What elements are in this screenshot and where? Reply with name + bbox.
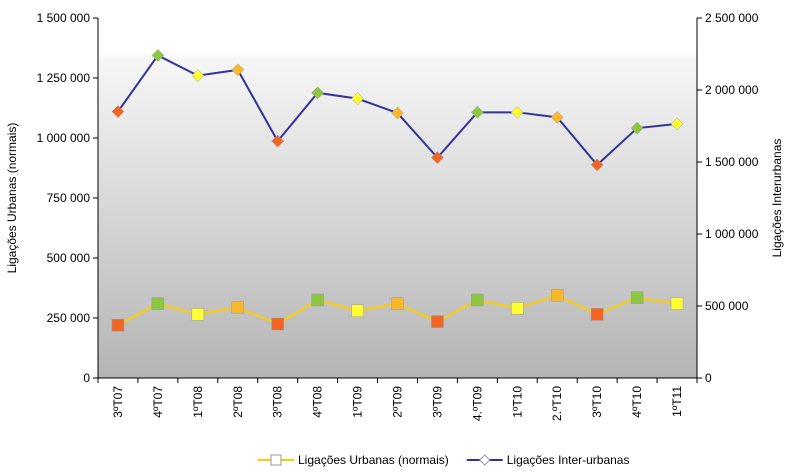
point-marker bbox=[191, 308, 205, 321]
point-marker bbox=[510, 105, 524, 119]
point-marker bbox=[630, 121, 644, 135]
point-marker bbox=[271, 317, 284, 331]
x-tick-label: 2.ºT10 bbox=[550, 386, 564, 421]
x-tick-label: 3ºT07 bbox=[111, 386, 125, 418]
x-tick-label: 1ºT10 bbox=[510, 386, 524, 418]
point-marker bbox=[670, 117, 684, 131]
x-tick-label: 3ºT08 bbox=[271, 386, 285, 418]
y-tick-label: 1 500 000 bbox=[37, 11, 91, 25]
y2-axis-title: Ligações Interurbanas bbox=[770, 139, 784, 258]
point-marker bbox=[191, 69, 205, 82]
point-marker bbox=[431, 315, 444, 328]
point-marker bbox=[231, 63, 245, 77]
legend-label: Ligações Urbanas (normais) bbox=[298, 453, 449, 467]
point-marker bbox=[391, 106, 404, 120]
y2-tick-label: 1 000 000 bbox=[705, 227, 759, 241]
x-tick-label: 1ºT09 bbox=[351, 386, 365, 418]
x-tick-label: 4ºT07 bbox=[151, 386, 165, 418]
point-marker bbox=[550, 288, 564, 302]
legend-marker bbox=[479, 454, 491, 466]
legend-label: Ligações Inter-urbanas bbox=[507, 453, 630, 467]
point-marker bbox=[471, 105, 484, 119]
plot-area bbox=[98, 18, 697, 378]
point-marker bbox=[151, 49, 165, 62]
point-marker bbox=[351, 304, 364, 318]
point-marker bbox=[391, 297, 404, 310]
point-marker bbox=[271, 134, 285, 148]
y-tick-label: 250 000 bbox=[47, 311, 91, 325]
point-marker bbox=[431, 151, 444, 165]
x-tick-label: 3ºT09 bbox=[430, 386, 444, 418]
y2-tick-label: 2 000 000 bbox=[705, 83, 759, 97]
x-tick-label: 1ºT11 bbox=[670, 386, 684, 417]
point-marker bbox=[590, 308, 604, 321]
x-tick-label: 1ºT08 bbox=[191, 386, 205, 418]
y-tick-label: 1 000 000 bbox=[37, 131, 91, 145]
y2-tick-label: 500 000 bbox=[705, 299, 749, 313]
point-marker bbox=[151, 297, 165, 310]
x-tick-label: 2ºT09 bbox=[391, 386, 405, 418]
point-marker bbox=[311, 293, 324, 307]
y2-tick-label: 2 500 000 bbox=[705, 11, 759, 25]
point-marker bbox=[111, 105, 125, 118]
x-tick-label: 4ºT10 bbox=[630, 386, 644, 418]
y2-tick-label: 1 500 000 bbox=[705, 155, 759, 169]
y-tick-label: 1 250 000 bbox=[37, 71, 91, 85]
x-tick-label: 4ºT08 bbox=[311, 386, 325, 418]
y-tick-label: 750 000 bbox=[47, 191, 91, 205]
legend-marker bbox=[270, 454, 282, 466]
point-marker bbox=[590, 158, 604, 172]
point-marker bbox=[311, 86, 324, 100]
x-tick-label: 4.ºT09 bbox=[470, 386, 484, 421]
point-marker bbox=[471, 293, 484, 307]
x-tick-label: 2ºT08 bbox=[231, 386, 245, 418]
point-marker bbox=[630, 291, 644, 304]
point-marker bbox=[351, 92, 364, 105]
point-marker bbox=[511, 302, 524, 315]
y-axis-title: Ligações Urbanas (normais) bbox=[5, 123, 19, 274]
point-marker bbox=[111, 318, 125, 332]
y2-tick-label: 0 bbox=[705, 371, 712, 385]
point-marker bbox=[231, 300, 245, 314]
x-tick-label: 3ºT10 bbox=[590, 386, 604, 418]
y-tick-label: 500 000 bbox=[47, 251, 91, 265]
point-marker bbox=[550, 111, 564, 124]
point-marker bbox=[670, 297, 684, 310]
y-tick-label: 0 bbox=[83, 371, 90, 385]
